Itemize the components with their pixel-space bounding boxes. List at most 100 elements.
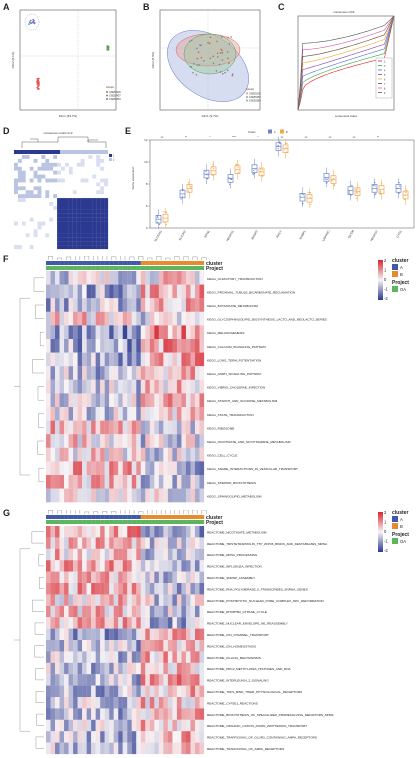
consensus-cell: [29, 209, 34, 214]
heatmap-cell: [154, 298, 159, 312]
heatmap-cell: [64, 594, 69, 606]
consensus-cell: [92, 237, 97, 242]
heatmap-cell: [127, 697, 132, 709]
heatmap-cell: [104, 461, 110, 476]
consensus-cell: [45, 166, 50, 171]
heatmap-cell: [55, 560, 60, 572]
boxplot-xtick: SLC5A11: [153, 229, 163, 242]
boxplot-point: [283, 148, 286, 150]
heatmap-cell: [131, 594, 137, 606]
heatmap-cell: [131, 651, 137, 663]
consensus-cell: [17, 221, 22, 226]
heatmap-cell: [113, 434, 119, 448]
heatmap-cell: [149, 583, 155, 595]
heatmap-cell: [149, 366, 155, 380]
consensus-cell: [57, 237, 62, 242]
heatmap-cell: [158, 560, 164, 572]
heatmap-cell: [131, 617, 137, 629]
consensus-cell: [100, 155, 105, 160]
heatmap-cell: [82, 311, 87, 326]
heatmap-cell: [73, 325, 78, 340]
heatmap-cell: [55, 434, 60, 448]
heatmap-cell: [185, 674, 191, 686]
annot-project-cell: [55, 520, 60, 524]
heatmap-cell: [100, 339, 105, 353]
heatmap-cell: [149, 352, 155, 367]
consensus-cell: [92, 202, 97, 207]
boxplot-point: [398, 182, 400, 184]
heatmap-cell: [91, 742, 96, 755]
heatmap-cell: [113, 708, 119, 720]
consensus-cell: [41, 205, 46, 210]
consensus-cell: [41, 170, 46, 175]
boxplot-point: [260, 170, 262, 172]
consensus-cell: [61, 209, 66, 214]
heatmap-cell: [163, 605, 168, 618]
heatmap-cell: [190, 379, 196, 394]
heatmap-cell: [172, 393, 178, 408]
heatmap-cell: [113, 640, 119, 652]
heatmap-cell: [145, 420, 150, 435]
heatmap-cell: [59, 697, 65, 709]
heatmap-cell: [140, 674, 146, 686]
heatmap-cell: [127, 339, 132, 353]
heatmap-cell: [158, 571, 164, 584]
boxplot-significance: ns: [281, 136, 284, 139]
heatmap-cell: [136, 685, 141, 698]
annot-project-cell: [158, 520, 164, 524]
heatmap-cell: [136, 537, 141, 549]
heatmap-cell: [185, 475, 191, 489]
heatmap-cell: [64, 617, 69, 629]
annot-cluster-cell: [113, 515, 119, 519]
heatmap-cell: [176, 339, 182, 353]
consensus-cell: [49, 245, 54, 250]
consensus-cell: [88, 158, 93, 163]
heatmap-cell: [136, 742, 141, 755]
heatmap-cell: [50, 697, 56, 709]
heatmap-cell: [167, 628, 173, 641]
heatmap-cell: [68, 537, 74, 549]
heatmap-cell: [100, 571, 105, 584]
consensus-cell: [84, 213, 89, 218]
heatmap-cell: [46, 583, 51, 595]
heatmap-cell: [181, 352, 187, 367]
heatmap-cell: [181, 284, 187, 299]
boxplot-point: [396, 187, 399, 189]
consensus-cell: [68, 186, 73, 191]
heatmap-cell: [163, 583, 168, 595]
heatmap-cell: [172, 325, 178, 340]
heatmap-cell: [91, 526, 96, 538]
heatmap-cell: [185, 461, 191, 476]
heatmap-cell: [50, 475, 56, 489]
heatmap-cell: [91, 447, 96, 462]
heatmap-cell: [73, 311, 78, 326]
consensus-cell: [61, 190, 66, 195]
heatmap-cell: [59, 640, 65, 652]
heatmap-cell: [149, 393, 155, 408]
heatmap-cell: [181, 488, 187, 503]
heatmap-cell: [59, 583, 65, 595]
heatmap-cell: [194, 488, 200, 503]
heatmap-cell: [172, 447, 178, 462]
heatmap-cell: [73, 560, 78, 572]
heatmap-cell: [158, 298, 164, 312]
boxplot-significance: ns: [353, 136, 356, 139]
consensus-cell: [104, 155, 109, 160]
heatmap-cell: [100, 742, 105, 755]
consensus-cell: [41, 241, 46, 246]
heatmap-cell: [140, 617, 146, 629]
consensus-cell: [92, 166, 97, 171]
heatmap-cell: [194, 284, 200, 299]
heatmap-cell: [190, 731, 196, 743]
heatmap-cell: [104, 434, 110, 448]
heatmap-row-label: KEGG_SNARE_INTERACTIONS_IN_VESICULAR_TRA…: [207, 467, 298, 471]
heatmap-cell: [127, 447, 132, 462]
heatmap-row-label: KEGG_BUTANOATE_METABOLISM: [207, 304, 258, 308]
heatmap-cell: [100, 560, 105, 572]
heatmap-cell: [73, 298, 78, 312]
annot-cluster-cell: [122, 261, 128, 265]
heatmap-cell: [95, 685, 101, 698]
heatmap-cell: [131, 298, 137, 312]
boxplot-point: [310, 203, 312, 205]
heatmap-cell: [154, 271, 159, 285]
